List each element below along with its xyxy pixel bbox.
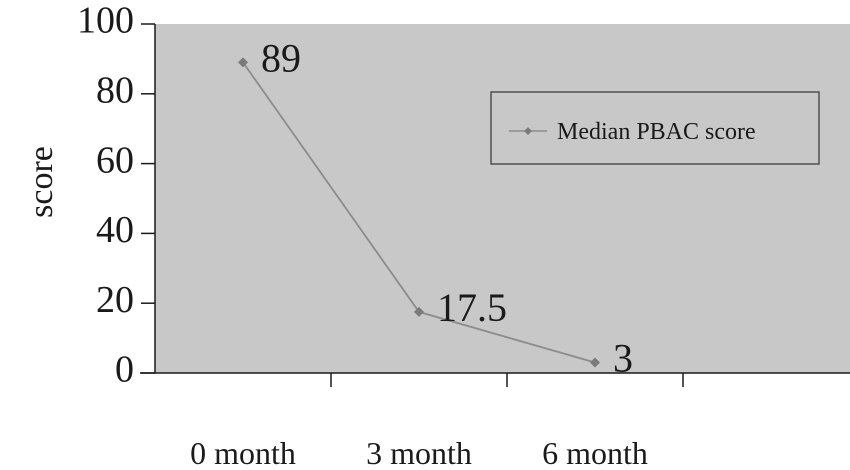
legend-marker-icon — [524, 127, 532, 135]
y-axis-ticks: 0 20 40 60 80 100 — [77, 0, 155, 391]
data-point-marker — [590, 357, 600, 368]
chart-marks: 89 17.5 3 — [238, 36, 633, 381]
data-point-marker — [238, 57, 248, 68]
x-tick-label: 3 month — [366, 435, 472, 470]
y-tick-label: 20 — [96, 279, 134, 321]
y-tick-label: 40 — [96, 209, 134, 251]
legend: Median PBAC score — [490, 91, 820, 165]
y-axis-label: score — [23, 146, 60, 218]
data-label: 89 — [261, 36, 301, 81]
x-tick-label: 6 month — [542, 435, 648, 470]
y-tick-label: 80 — [96, 70, 134, 112]
plot-area — [155, 24, 850, 373]
data-label: 17.5 — [437, 285, 507, 330]
legend-label: Median PBAC score — [557, 119, 756, 145]
legend-box — [490, 91, 820, 165]
data-label: 3 — [613, 336, 633, 381]
y-tick-label: 100 — [77, 0, 134, 42]
x-axis-ticks: 0 month 3 month 6 month — [190, 373, 684, 470]
y-tick-label: 0 — [115, 349, 134, 391]
y-tick-label: 60 — [96, 139, 134, 181]
x-tick-label: 0 month — [190, 435, 296, 470]
data-point-marker — [414, 306, 424, 317]
